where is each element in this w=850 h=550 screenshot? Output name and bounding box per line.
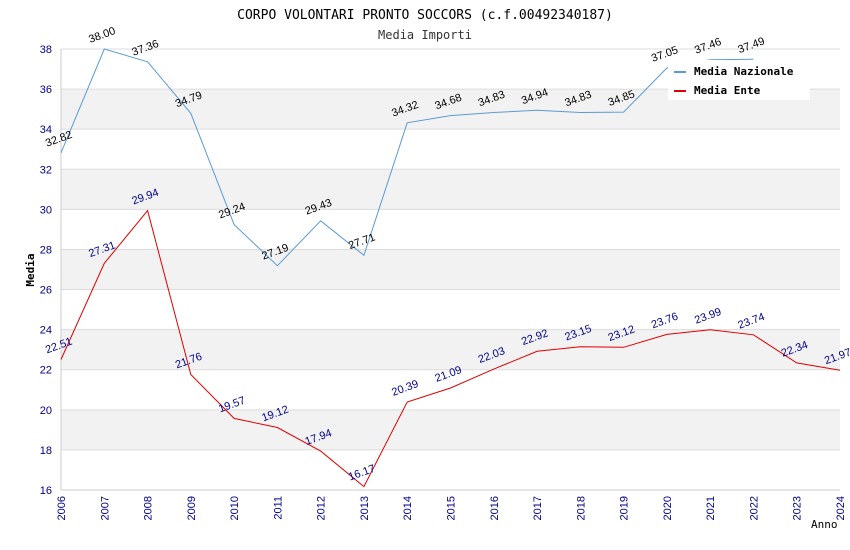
x-tick-label: 2018 [575,496,587,520]
legend-label-media-ente: Media Ente [694,84,761,97]
y-axis-ticks: 16 18 20 22 24 26 28 30 32 34 36 38 [40,44,52,497]
grid-band [61,249,840,290]
chart-subtitle: Media Importi [378,28,472,42]
data-label-media-ente: 23.74 [736,311,766,332]
y-tick-label: 20 [40,405,52,417]
x-tick-label: 2014 [402,496,414,520]
y-tick-label: 26 [40,285,52,297]
chart-title: CORPO VOLONTARI PRONTO SOCCORS (c.f.0049… [237,8,613,23]
x-tick-label: 2011 [272,496,284,520]
y-tick-label: 34 [40,124,52,136]
x-tick-label: 2006 [56,496,68,520]
x-tick-label: 2009 [186,496,198,520]
x-tick-label: 2020 [662,496,674,520]
x-tick-label: 2008 [143,496,155,520]
x-tick-label: 2024 [835,496,847,520]
data-label-media-nazionale: 38.00 [87,25,117,46]
x-tick-label: 2010 [229,496,241,520]
x-axis-label: Anno [811,518,838,531]
x-tick-label: 2013 [359,496,371,520]
x-tick-label: 2023 [792,496,804,520]
x-tick-label: 2022 [748,496,760,520]
grid-band [61,169,840,210]
data-label-media-ente: 23.99 [693,306,723,327]
data-label-media-ente: 23.76 [650,311,680,332]
series-lines [60,48,841,488]
grid-lines [60,48,840,491]
grid-band [61,409,840,450]
y-tick-label: 22 [40,365,52,377]
legend: Media Nazionale Media Ente [668,60,810,100]
y-tick-label: 32 [40,164,52,176]
data-label-media-ente: 16.17 [347,463,377,484]
y-tick-label: 30 [40,204,52,216]
grid-bands [61,89,840,450]
y-tick-label: 28 [40,244,52,256]
x-tick-label: 2015 [446,496,458,520]
series-line-media-ente [60,209,841,488]
data-label-media-nazionale: 37.36 [130,38,160,59]
legend-label-media-nazionale: Media Nazionale [694,65,794,78]
x-tick-label: 2017 [532,496,544,520]
y-tick-label: 24 [40,325,52,337]
grid-band [61,329,840,370]
legend-box [668,60,810,100]
x-tick-label: 2019 [619,496,631,520]
y-axis-label: Media [24,253,37,286]
y-tick-label: 18 [40,445,52,457]
x-tick-label: 2016 [489,496,501,520]
data-label-media-nazionale: 37.46 [693,36,723,57]
x-tick-label: 2021 [705,496,717,520]
x-tick-label: 2007 [99,496,111,520]
data-label-media-nazionale: 37.49 [736,35,766,56]
y-tick-label: 36 [40,84,52,96]
y-tick-label: 38 [40,44,52,56]
x-axis-ticks: 2006 2007 2008 2009 2010 2011 2012 2013 2014 2015… [56,496,847,520]
y-tick-label: 16 [40,485,52,497]
series-line-media-nazionale [60,48,754,267]
data-label-media-ente: 20.39 [390,378,420,399]
x-tick-label: 2012 [316,496,328,520]
